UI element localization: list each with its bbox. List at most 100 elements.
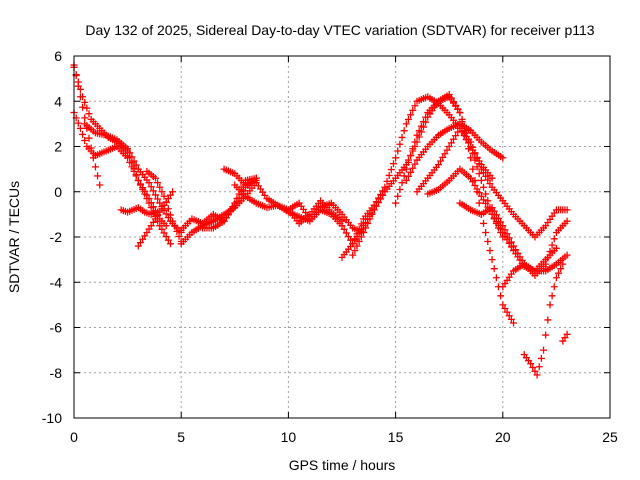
data-point [544, 316, 552, 324]
x-tick-label: 25 [602, 429, 618, 445]
data-point [454, 128, 462, 136]
data-point [467, 174, 475, 182]
data-point [366, 215, 374, 223]
data-point [169, 217, 177, 225]
data-point [156, 199, 164, 207]
data-point [156, 222, 164, 230]
data-point [411, 138, 419, 146]
data-point [162, 222, 170, 230]
data-point [409, 106, 417, 114]
data-point [467, 154, 475, 162]
data-point [398, 133, 406, 141]
data-point [154, 179, 162, 187]
data-point [383, 177, 391, 185]
data-point [452, 132, 460, 140]
data-point [392, 199, 400, 207]
data-point [471, 149, 479, 157]
data-point [130, 157, 138, 165]
data-point [233, 198, 241, 206]
data-point [91, 163, 99, 171]
data-point [477, 176, 485, 184]
data-point [486, 180, 494, 188]
data-point [529, 363, 537, 371]
data-point [544, 254, 552, 262]
data-point [407, 111, 415, 119]
data-point [81, 114, 89, 122]
data-point [147, 199, 155, 207]
data-point [439, 153, 447, 161]
series-arc-24 [559, 330, 571, 345]
data-point [480, 169, 488, 177]
data-point [563, 206, 571, 214]
data-point [349, 251, 357, 259]
data-point [151, 174, 159, 182]
data-point [471, 181, 479, 189]
data-point [154, 195, 162, 203]
data-point [499, 301, 507, 309]
series-arc-19 [413, 124, 571, 241]
data-point [171, 222, 179, 230]
data-point [355, 238, 363, 246]
data-point [510, 242, 518, 250]
data-point [124, 145, 132, 153]
data-point [514, 249, 522, 257]
data-point [501, 304, 509, 312]
data-point [445, 90, 453, 98]
data-point [449, 135, 457, 143]
series-arc-7 [143, 167, 185, 246]
y-tick-label: -4 [50, 274, 63, 290]
data-point [490, 207, 498, 215]
data-point [417, 122, 425, 130]
data-point [454, 105, 462, 113]
data-point [477, 165, 485, 173]
series-arc-23 [520, 260, 567, 379]
data-point [484, 238, 492, 246]
data-point [351, 247, 359, 255]
data-point [449, 98, 457, 106]
data-point [546, 247, 554, 255]
data-point [85, 134, 93, 142]
data-point [482, 200, 490, 208]
data-point [563, 217, 571, 225]
data-point [482, 228, 490, 236]
data-point [473, 185, 481, 193]
data-point [550, 235, 558, 243]
data-point [342, 229, 350, 237]
data-point [492, 274, 500, 282]
x-tick-label: 20 [495, 429, 511, 445]
series-arc-22 [499, 251, 571, 291]
data-point [540, 346, 548, 354]
y-tick-label: -2 [50, 229, 63, 245]
y-tick-label: -6 [50, 320, 63, 336]
data-point [535, 363, 543, 371]
data-point [563, 251, 571, 259]
data-point [389, 160, 397, 168]
data-point [231, 201, 239, 209]
data-point [503, 308, 511, 316]
data-point [548, 292, 556, 300]
data-point [486, 247, 494, 255]
data-point [147, 183, 155, 191]
data-point [441, 150, 449, 158]
data-point [353, 242, 361, 250]
data-point [362, 224, 370, 232]
data-point [537, 354, 545, 362]
series-arc-18 [402, 120, 507, 184]
y-axis-label: SDTVAR / TECUs [6, 181, 22, 293]
data-point [162, 233, 170, 241]
data-point [503, 230, 511, 238]
data-point [149, 203, 157, 211]
data-point [499, 154, 507, 162]
data-point [132, 171, 140, 179]
data-point [402, 165, 410, 173]
data-point [505, 234, 513, 242]
data-point [531, 367, 539, 375]
data-point [404, 115, 412, 123]
data-point [443, 146, 451, 154]
data-point [501, 226, 509, 234]
data-point [134, 176, 142, 184]
data-point [475, 199, 483, 207]
data-point [85, 110, 93, 118]
y-tick-label: 0 [54, 184, 62, 200]
